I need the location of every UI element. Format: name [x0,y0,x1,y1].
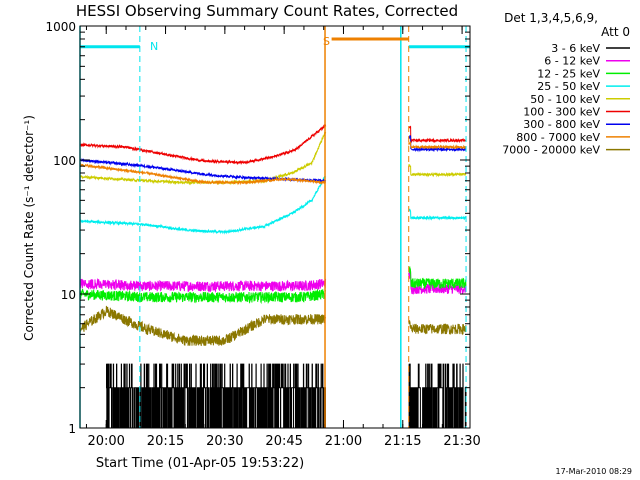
x-tick-label: 21:15 [384,434,421,449]
series-line-segment [80,162,327,186]
y-tick-label: 100 [53,154,76,168]
series-100-300-kev [80,123,467,166]
legend-label: 300 - 800 keV [523,118,600,131]
chart-title: HESSI Observing Summary Count Rates, Cor… [76,2,458,20]
series-line-segment [408,266,467,290]
legend-label: 800 - 7000 keV [516,131,600,144]
x-axis-label: Start Time (01-Apr-05 19:53:22) [96,456,304,471]
legend-label: 6 - 12 keV [544,55,600,68]
series-12-25-kev [80,266,467,305]
series-line-segment [80,288,327,305]
series-25-50-kev [80,175,467,235]
y-axis-label: Corrected Count Rate (s⁻¹ detector⁻¹) [22,115,36,341]
footer-date: 17-Mar-2010 08:29 [556,467,633,476]
flag-label-night: N [150,40,158,53]
x-tick-label: 20:45 [265,434,302,449]
y-tick-label: 10 [61,288,76,302]
series-line-segment [106,363,326,429]
series-7000-20000-kev [80,305,467,347]
legend-header-line-2: Att 0 [601,25,630,39]
x-tick-label: 21:30 [443,434,480,449]
x-tick-label: 20:15 [147,434,184,449]
series-line-segment [408,363,467,429]
flag-label-saa: S [323,35,330,48]
legend-label: 100 - 300 keV [523,106,600,119]
series-line-segment [408,125,467,144]
y-tick-label: 1 [68,422,76,436]
series-800-7000-kev [80,140,467,186]
series-line-segment [80,305,327,347]
legend-label: 12 - 25 keV [537,67,600,80]
y-tick-label: 1000 [45,20,76,34]
axes-layer: 1 10 100 1000 20:00 20:15 20:30 20:45 21:00 21:15… [45,20,480,449]
x-tick-label: 21:00 [325,434,362,449]
series-line-segment [80,130,327,186]
legend-header-line-1: Det 1,3,4,5,6,9, [504,11,598,25]
series-6-12-kev [80,270,467,295]
flag-saa [324,26,410,428]
series-line-segment [80,175,327,235]
series-50-100-kev [80,130,467,186]
plot-frame [79,25,471,429]
series-line-segment [408,320,467,336]
x-tick-label: 20:30 [206,434,243,449]
series-3-6-kev [106,363,467,429]
series-line-segment [408,164,467,178]
legend-label: 50 - 100 keV [530,93,600,106]
series-line-segment [408,140,467,150]
legend-label: 25 - 50 keV [537,80,600,93]
x-tick-label: 20:00 [87,434,124,449]
series-line-segment [80,123,327,166]
series-line-segment [80,278,327,294]
legend-label: 3 - 6 keV [551,42,600,55]
series-line-segment [408,208,467,221]
legend-label: 7000 - 20000 keV [502,144,600,157]
series-300-800-kev [80,134,467,184]
